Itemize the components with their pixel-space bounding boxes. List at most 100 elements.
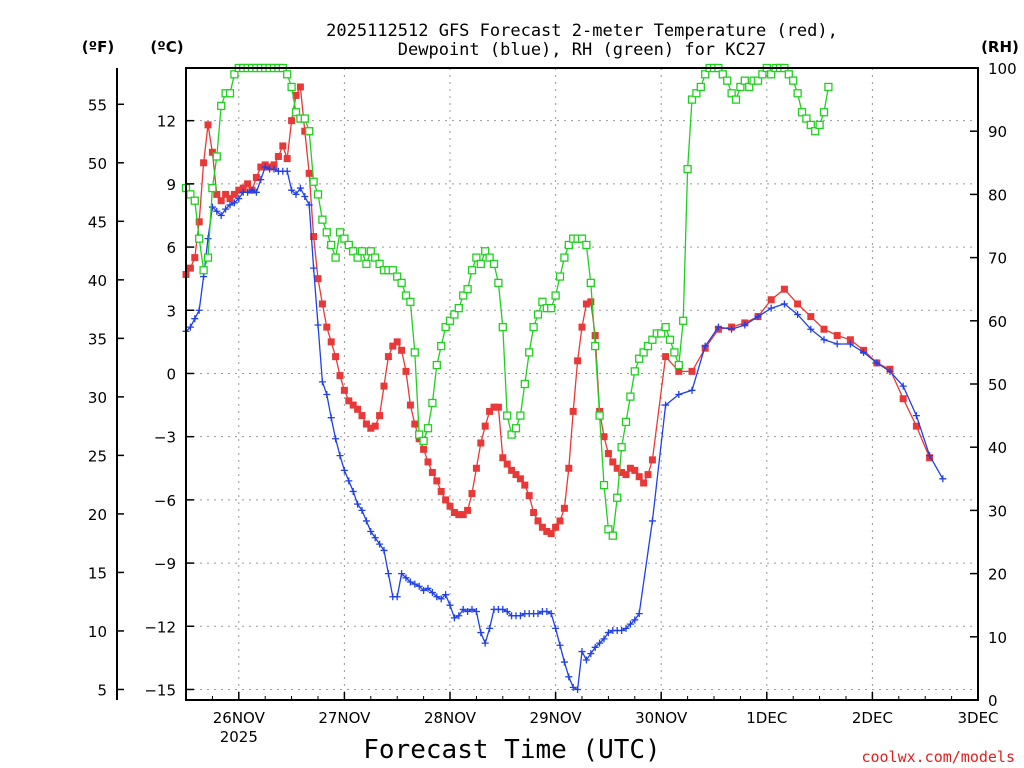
rh-point <box>533 310 543 319</box>
temperature-point <box>191 254 199 262</box>
dewpoint-point <box>244 188 252 196</box>
dewpoint-point <box>886 367 894 375</box>
rh-point <box>595 411 604 420</box>
dewpoint-point <box>503 608 511 616</box>
rh-tick-label: 30 <box>988 502 1007 520</box>
rh-point <box>718 70 727 79</box>
temperature-point <box>358 412 366 420</box>
x-tick-label: 27NOV <box>318 709 371 727</box>
rh-point <box>450 310 459 319</box>
credit-text: coolwx.com/models <box>861 748 1015 766</box>
rh-point <box>388 266 397 275</box>
dewpoint-point <box>728 325 736 333</box>
rh-point <box>665 335 675 344</box>
dewpoint-point <box>367 527 375 535</box>
temperature-point <box>362 420 370 428</box>
rh-point <box>784 70 793 79</box>
rh-point <box>516 411 525 420</box>
dewpoint-point <box>604 629 612 637</box>
dewpoint-point <box>327 414 335 422</box>
rh-point <box>687 95 697 104</box>
temperature-point <box>424 458 432 466</box>
rh-point <box>401 291 411 300</box>
dewpoint-point <box>261 163 269 171</box>
rh-point <box>608 531 617 540</box>
temperature-point <box>543 527 551 535</box>
dewpoint-point <box>767 304 775 312</box>
temperature-point <box>604 450 612 458</box>
rh-point <box>692 89 701 98</box>
rh-point <box>683 164 692 174</box>
dewpoint-point <box>310 264 318 272</box>
temperature-point <box>349 401 357 409</box>
temperature-point <box>301 127 309 135</box>
temperature-point <box>283 155 291 163</box>
dewpoint-point <box>833 340 841 348</box>
celsius-tick-label: 6 <box>166 239 176 257</box>
temperature-point <box>332 353 340 361</box>
temperature-point <box>846 336 854 344</box>
rh-point <box>529 322 538 332</box>
dewpoint-point <box>860 348 868 356</box>
dewpoint-point <box>499 605 507 613</box>
temperature-point <box>415 435 423 443</box>
temperature-point <box>450 509 458 517</box>
rh-point <box>353 253 362 262</box>
dewpoint-point <box>402 574 410 582</box>
dewpoint-point <box>468 605 476 613</box>
temperature-point <box>437 487 445 495</box>
rh-point <box>463 285 472 294</box>
dewpoint-point <box>596 639 604 647</box>
rh-point <box>635 354 644 363</box>
rh-point <box>459 291 468 300</box>
temperature-point <box>477 439 485 447</box>
rh-point <box>643 341 653 351</box>
rh-point <box>217 101 226 111</box>
temperature-point <box>626 464 634 472</box>
dewpoint-point <box>552 624 560 632</box>
dewpoint-point <box>622 624 630 632</box>
dewpoint-point <box>442 591 450 599</box>
temperature-point <box>587 298 595 306</box>
dewpoint-point <box>547 610 555 618</box>
temperature-point <box>472 464 480 472</box>
fahrenheit-tick-label: 25 <box>88 447 107 465</box>
dewpoint-point <box>846 340 854 348</box>
dewpoint-point <box>446 601 454 609</box>
temperature-point <box>336 372 344 380</box>
rh-point <box>335 228 345 237</box>
temperature-point <box>380 382 388 390</box>
dewpoint-point <box>635 610 643 618</box>
temperature-point <box>318 300 326 308</box>
temperature-point <box>574 357 582 365</box>
dewpoint-point <box>362 517 370 525</box>
chart-title-line-2: Dewpoint (blue), RH (green) for KC27 <box>398 40 766 60</box>
rh-point <box>547 304 556 313</box>
dewpoint-point <box>648 517 656 525</box>
rh-point <box>503 411 512 420</box>
x-tick-label: 26NOV <box>213 709 266 727</box>
temperature-point <box>525 492 533 500</box>
temperature-point <box>899 395 907 403</box>
dewpoint-point <box>486 624 494 632</box>
x-tick-label: 29NOV <box>530 709 583 727</box>
dewpoint-point <box>186 323 194 331</box>
rh-point <box>472 253 481 262</box>
temperature-point <box>208 148 216 156</box>
rh-point <box>736 82 745 92</box>
rh-point <box>626 392 635 401</box>
dewpoint-point <box>794 310 802 318</box>
dewpoint-point <box>270 165 278 173</box>
rh-point <box>604 525 613 534</box>
rh-point <box>318 215 327 224</box>
rh-point <box>225 89 235 98</box>
temperature-point <box>204 121 212 129</box>
rh-point <box>366 247 375 256</box>
temperature-point <box>371 422 379 430</box>
rh-point <box>340 234 349 243</box>
temperature-point <box>270 161 278 169</box>
temperature-point <box>631 466 639 474</box>
dewpoint-point <box>455 612 463 620</box>
temperature-point <box>622 471 630 479</box>
temperature-point <box>552 523 560 531</box>
